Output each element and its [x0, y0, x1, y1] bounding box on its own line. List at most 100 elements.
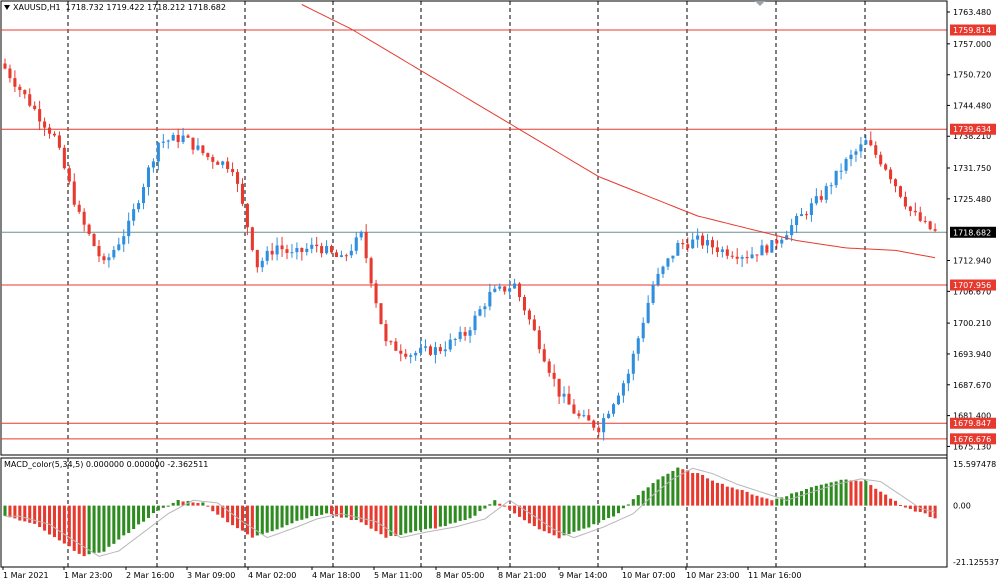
- macd-bar: [681, 469, 685, 506]
- macd-bar: [884, 494, 888, 506]
- macd-bar: [359, 505, 363, 523]
- candle-body: [122, 236, 126, 245]
- candle-body: [760, 245, 764, 256]
- candle-body: [696, 235, 700, 240]
- macd-bar: [275, 505, 279, 530]
- macd-bar: [394, 505, 398, 537]
- candle-body: [8, 68, 12, 79]
- triangle-down-icon[interactable]: [4, 5, 10, 10]
- candle-body: [503, 286, 507, 292]
- candle-body: [320, 246, 324, 254]
- candle-body: [354, 237, 358, 251]
- candle-body: [819, 196, 823, 200]
- moving-average-line: [301, 4, 936, 259]
- macd-bar: [710, 480, 715, 506]
- candle-body: [181, 135, 185, 142]
- macd-bar: [260, 505, 264, 535]
- candle-body: [626, 373, 630, 384]
- macd-bar: [151, 505, 155, 514]
- candle-body: [493, 288, 497, 292]
- candle-body: [295, 248, 299, 253]
- candle-body: [107, 257, 111, 261]
- macd-bar: [305, 505, 309, 519]
- candle-body: [691, 239, 695, 249]
- macd-bar: [572, 505, 576, 532]
- candle-body: [498, 286, 502, 289]
- candle-body: [87, 224, 91, 234]
- candle-body: [636, 338, 640, 354]
- time-tick-label: 4 Mar 02:00: [248, 571, 296, 580]
- candle-body: [854, 151, 858, 155]
- candle-body: [770, 240, 774, 253]
- candle-body: [419, 347, 423, 353]
- candle-body: [458, 331, 462, 339]
- macd-bar: [82, 505, 86, 557]
- macd-bar: [889, 498, 893, 506]
- candle-body: [666, 258, 670, 267]
- time-tick-label: 8 Mar 05:00: [436, 571, 484, 580]
- candle-body: [804, 214, 809, 216]
- macd-bar: [671, 470, 675, 506]
- candle-body: [374, 283, 378, 304]
- price-level-label: 1676.676: [953, 435, 991, 444]
- candle-body: [448, 339, 452, 350]
- macd-bar: [725, 486, 729, 506]
- candle-body: [117, 244, 121, 250]
- macd-bar: [577, 505, 581, 531]
- candle-body: [137, 203, 141, 210]
- macd-bar: [364, 505, 368, 525]
- candle-body: [438, 347, 442, 352]
- macd-bar: [433, 505, 437, 529]
- candle-body: [339, 255, 343, 257]
- macd-bar: [611, 505, 616, 517]
- candle-body: [310, 244, 314, 249]
- macd-bar: [795, 492, 799, 506]
- macd-bar: [137, 505, 141, 525]
- candle-body: [221, 161, 225, 165]
- time-tick-label: 9 Mar 14:00: [559, 571, 607, 580]
- main-plot-border: [0, 0, 948, 456]
- macd-bar: [755, 495, 759, 506]
- macd-bar: [399, 505, 403, 535]
- macd-bar: [607, 505, 611, 519]
- candle-body: [231, 169, 235, 173]
- macd-bar: [750, 494, 754, 506]
- candle-body: [879, 154, 883, 165]
- candle-body: [884, 164, 888, 170]
- candle-body: [923, 220, 927, 222]
- price-level-label-box: [950, 417, 996, 429]
- candle-body: [404, 353, 408, 357]
- candle-body: [206, 153, 210, 158]
- candle-body: [468, 330, 472, 336]
- candle-body: [701, 235, 705, 246]
- candle-body: [898, 186, 903, 197]
- macd-bar: [132, 505, 136, 530]
- candle-body: [814, 196, 818, 204]
- macd-bar: [592, 505, 596, 525]
- macd-bar: [602, 505, 606, 520]
- candle-body: [433, 347, 437, 355]
- candle-body: [656, 273, 660, 285]
- macd-bar: [13, 505, 17, 519]
- macd-bar: [498, 503, 502, 506]
- macd-bar: [28, 505, 32, 523]
- macd-bar: [211, 505, 215, 512]
- candle-body: [780, 239, 784, 244]
- macd-bar: [898, 504, 903, 506]
- candle-body: [795, 216, 799, 226]
- candle-body: [676, 243, 680, 256]
- candle-body: [755, 254, 759, 256]
- candle-body: [913, 210, 917, 213]
- macd-scale-label: -21.125537: [953, 558, 999, 567]
- candle-body: [735, 256, 739, 259]
- macd-bar: [240, 505, 245, 531]
- macd-bar: [414, 505, 418, 531]
- candle-body: [92, 233, 96, 246]
- candle-body: [196, 145, 200, 150]
- macd-bar: [869, 485, 873, 506]
- candle-body: [537, 330, 541, 350]
- macd-bar: [913, 505, 917, 512]
- macd-bar: [567, 505, 571, 535]
- candle-body: [720, 249, 724, 252]
